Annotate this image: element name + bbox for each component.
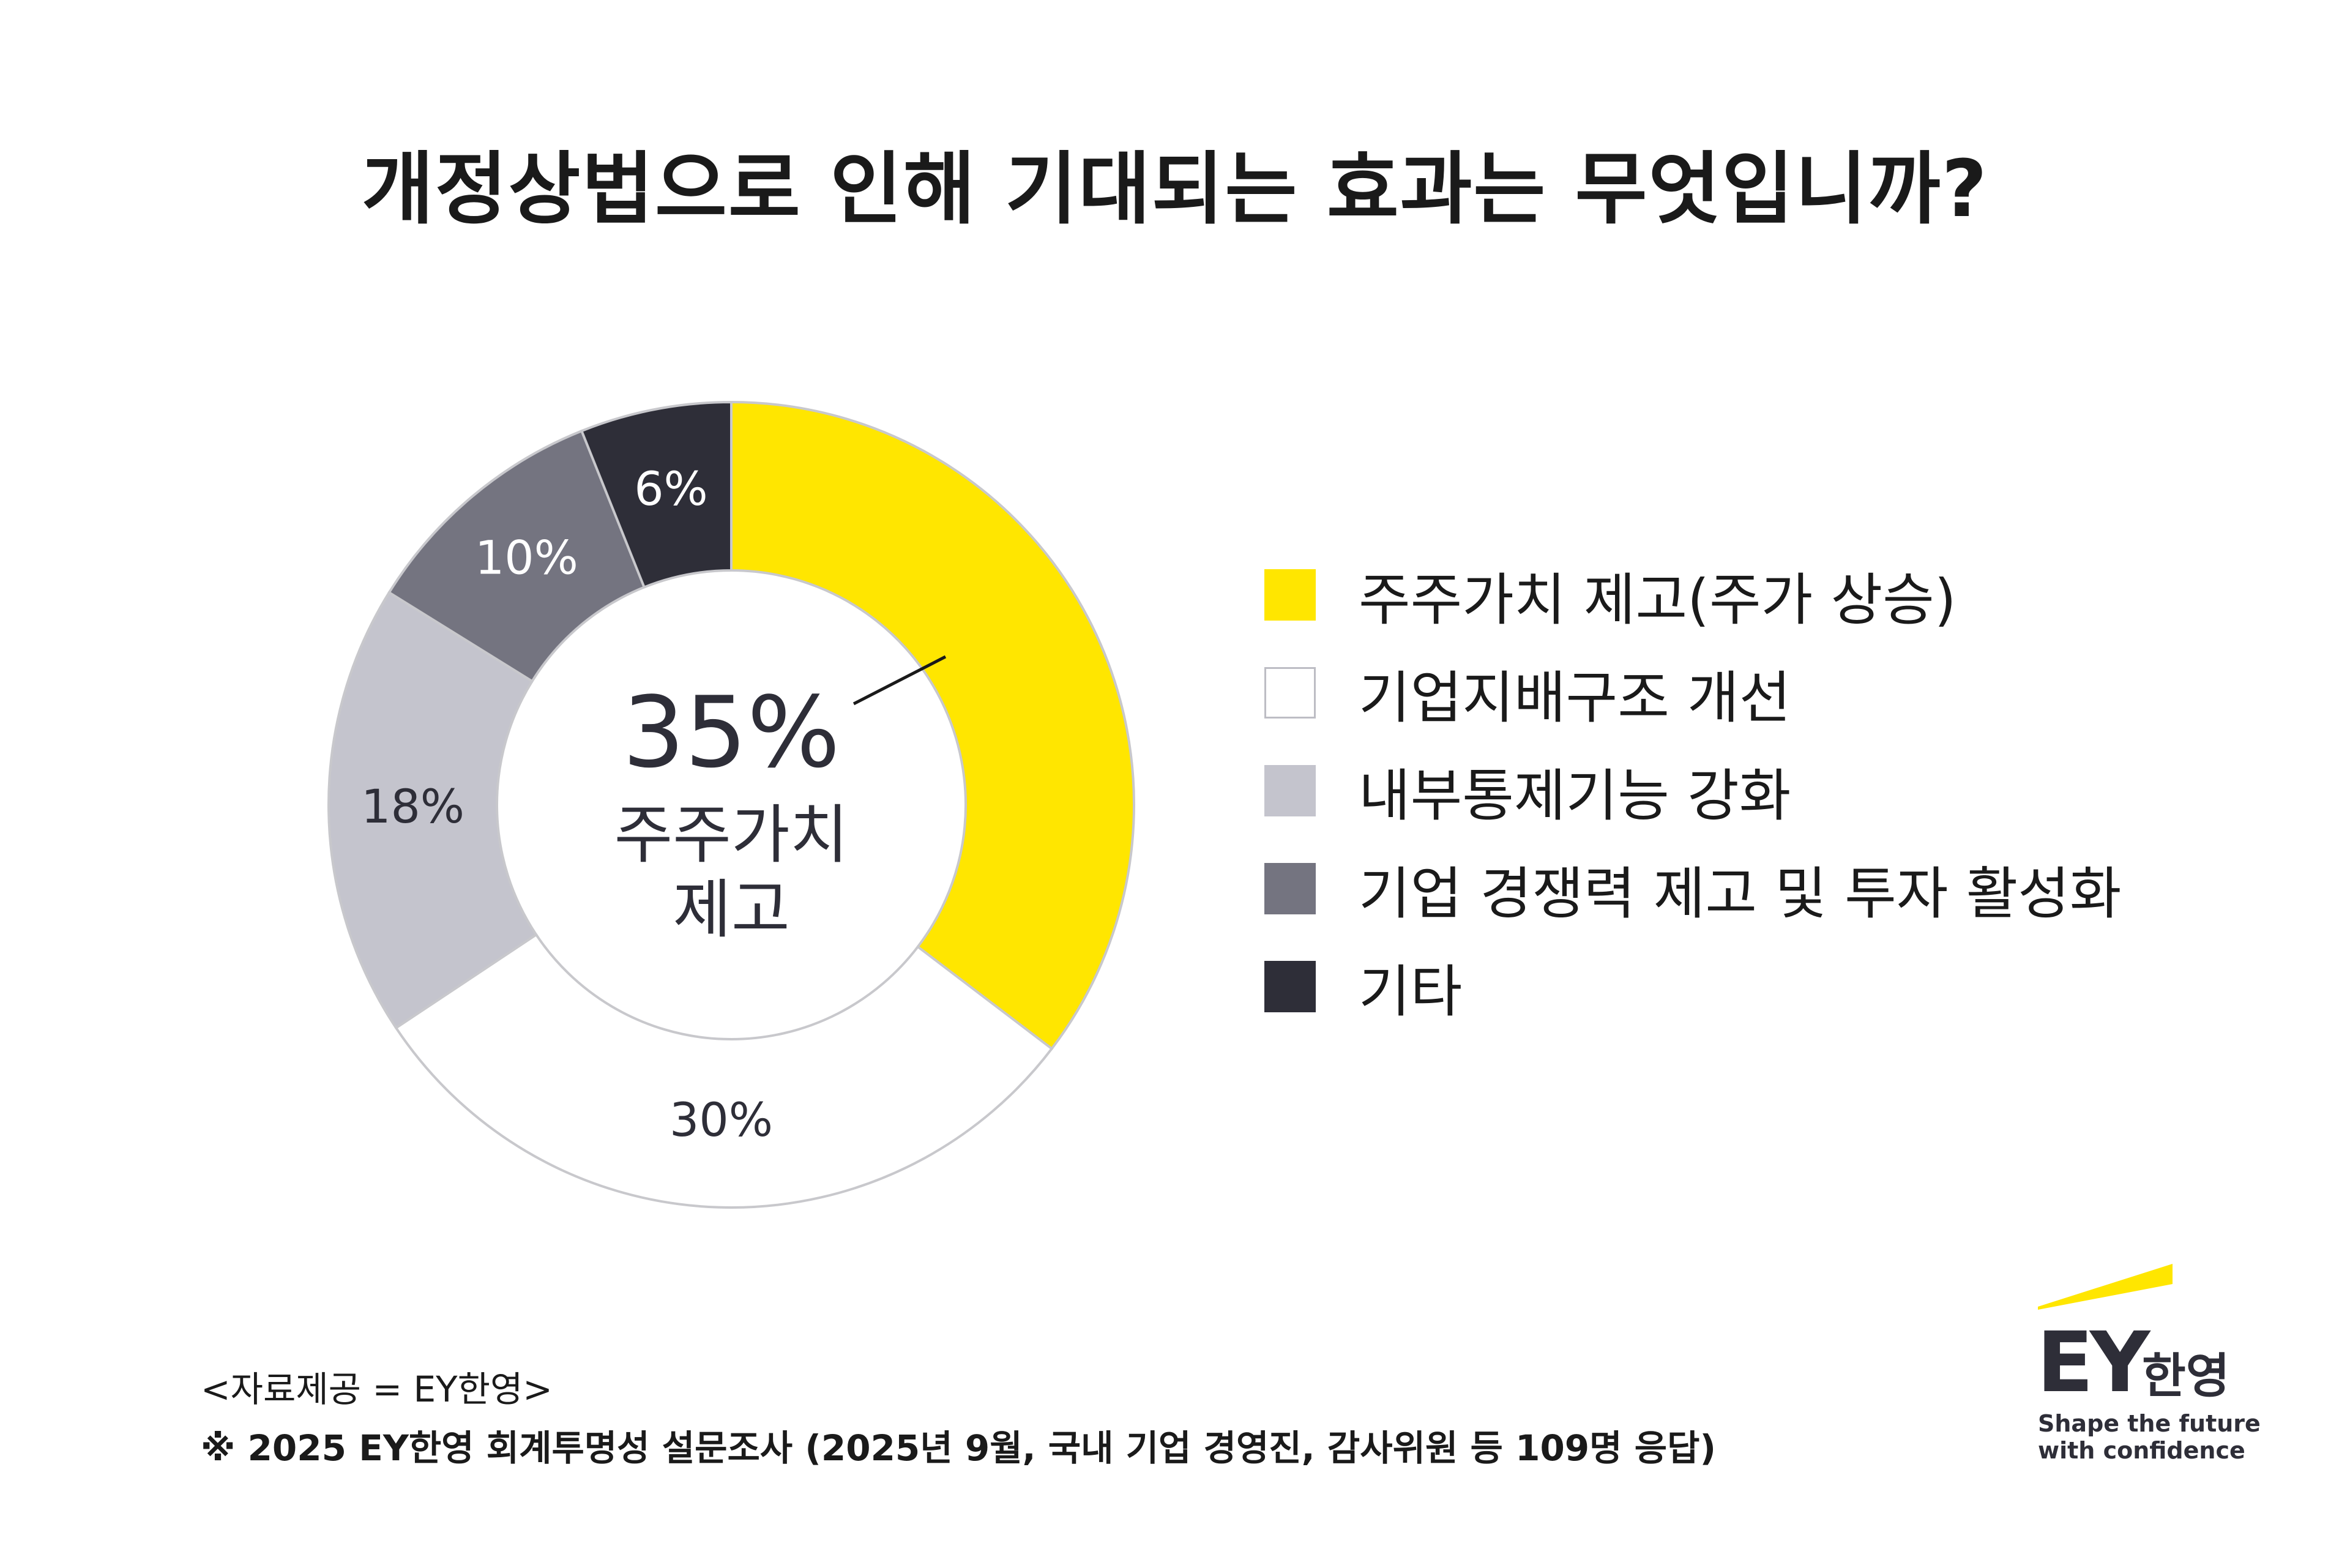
slice-label-4: 10% <box>475 530 578 584</box>
source-credit: <자료제공 = EY한영> <box>201 1368 553 1410</box>
donut-slice-4 <box>387 429 646 683</box>
legend-swatch-5 <box>1264 961 1316 1012</box>
donut-slice-2 <box>394 933 1054 1209</box>
donut-slice-3 <box>327 591 538 1030</box>
legend-swatch-2 <box>1264 667 1316 719</box>
legend-item-1: 주주가치 제고(주가 상승) <box>1264 567 2122 633</box>
slice-label-2: 30% <box>670 1092 773 1147</box>
legend-label-1: 주주가치 제고(주가 상승) <box>1359 567 1956 633</box>
center-value: 35% <box>622 675 840 790</box>
center-label-line-2: 제고 <box>673 872 789 947</box>
logo-tagline-2: with confidence <box>2038 1437 2245 1464</box>
ey-logo: EY 한영 Shape the future with confidence <box>2032 1249 2261 1469</box>
legend-swatch-1 <box>1264 569 1316 621</box>
center-leader-line <box>852 655 947 706</box>
donut-slice-1 <box>730 400 1135 1051</box>
legend-label-3: 내부통제기능 강화 <box>1359 763 1791 829</box>
legend-item-3: 내부통제기능 강화 <box>1264 763 2122 829</box>
logo-brand-korean: 한영 <box>2142 1349 2230 1404</box>
legend-swatch-4 <box>1264 863 1316 914</box>
legend-label-2: 기업지배구조 개선 <box>1359 665 1791 731</box>
donut-slice-labels: 30% 18% 10% 6% <box>361 461 773 1147</box>
legend-item-2: 기업지배구조 개선 <box>1264 665 2122 731</box>
slice-label-3: 18% <box>361 779 464 834</box>
legend-item-5: 기타 <box>1264 959 2122 1025</box>
donut-slices <box>327 400 1135 1209</box>
survey-note: ※ 2025 EY한영 회계투명성 설문조사 (2025년 9월, 국내 기업 … <box>201 1427 1716 1469</box>
chart-title: 개정상법으로 인해 기대되는 효과는 무엇입니까? <box>362 144 1988 235</box>
legend-label-4: 기업 경쟁력 제고 및 투자 활성화 <box>1359 861 2122 927</box>
slice-label-5: 6% <box>634 461 708 516</box>
legend-swatch-3 <box>1264 765 1316 816</box>
logo-beam-icon <box>2038 1264 2173 1310</box>
donut-slice-5 <box>580 400 733 589</box>
legend-label-5: 기타 <box>1359 958 1463 1025</box>
legend-item-4: 기업 경쟁력 제고 및 투자 활성화 <box>1264 861 2122 927</box>
logo-tagline-1: Shape the future <box>2038 1410 2261 1437</box>
logo-brand: EY <box>2037 1315 2150 1411</box>
footer: <자료제공 = EY한영> ※ 2025 EY한영 회계투명성 설문조사 (20… <box>201 1360 1716 1477</box>
center-label-line-1: 주주가치 <box>614 797 849 872</box>
